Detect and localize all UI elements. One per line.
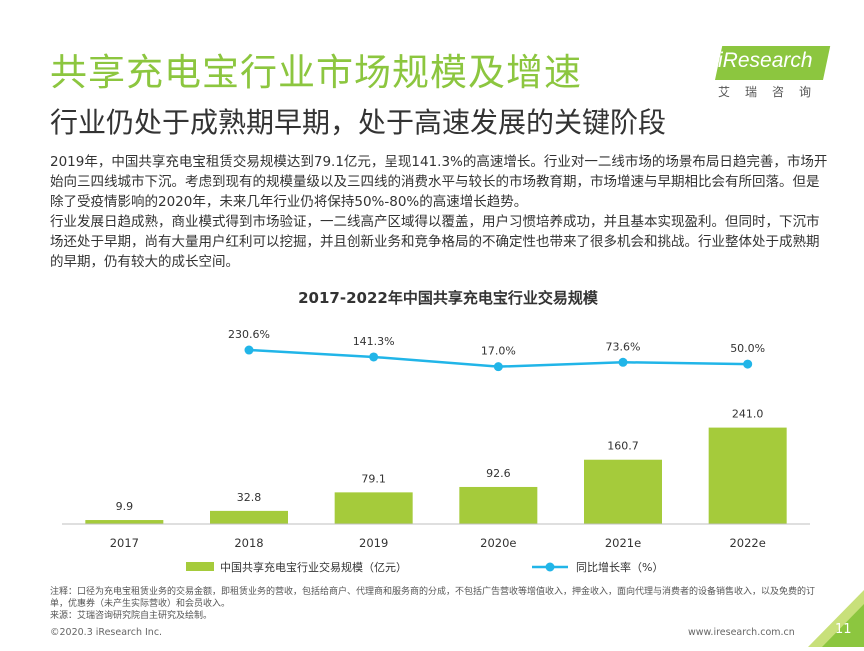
- logo-chinese-name: 艾瑞咨询: [718, 85, 827, 99]
- growth-point-2018: [244, 345, 254, 355]
- bar-label-2020e: 92.6: [486, 467, 511, 480]
- logo-wordmark: iResearch: [718, 49, 813, 72]
- bar-label-2021e: 160.7: [607, 440, 639, 453]
- bar-2021e: [584, 459, 662, 524]
- x-tick-label-2017: 2017: [110, 536, 139, 550]
- x-tick-label-2020e: 2020e: [480, 536, 516, 550]
- footer-url: www.iresearch.com.cn: [688, 627, 795, 638]
- x-tick-label-2021e: 2021e: [605, 536, 641, 550]
- growth-point-2021e: [618, 357, 628, 367]
- legend-line-marker: [545, 562, 555, 572]
- summary-text: 2019年，中国共享充电宝租赁交易规模达到79.1亿元，呈现141.3%的高速增…: [50, 152, 830, 272]
- growth-label-2022e: 50.0%: [730, 342, 765, 355]
- bar-2018: [210, 510, 288, 524]
- legend-bar-label: 中国共享充电宝行业交易规模（亿元）: [220, 560, 407, 574]
- growth-label-2021e: 73.6%: [606, 340, 641, 353]
- growth-point-2020e: [493, 362, 503, 372]
- bar-label-2018: 32.8: [237, 491, 262, 504]
- bar-label-2017: 9.9: [116, 500, 134, 513]
- bar-2019: [334, 492, 413, 524]
- note-source: 来源：艾瑞咨询研究院自主研究及绘制。: [50, 611, 213, 621]
- bar-2022e: [708, 427, 787, 524]
- iresearch-logo: iResearch 艾瑞咨询: [715, 46, 831, 102]
- growth-point-2022e: [743, 359, 753, 369]
- growth-label-2019: 141.3%: [353, 335, 395, 348]
- summary-paragraph-2: 行业发展日趋成熟，商业模式得到市场验证，一二线高产区域得以覆盖，用户习惯培养成功…: [50, 214, 820, 270]
- bar-2017: [85, 520, 164, 524]
- page-title: 共享充电宝行业市场规模及增速: [50, 51, 582, 94]
- x-tick-label-2018: 2018: [234, 536, 263, 550]
- note-definition: 注释：口径为充电宝租赁业务的交易金额，即租赁业务的营收，包括给商户、代理商和服务…: [50, 587, 816, 609]
- bar-label-2019: 79.1: [361, 472, 386, 485]
- growth-label-2020e: 17.0%: [481, 345, 516, 358]
- x-tick-label-2022e: 2022e: [729, 536, 765, 550]
- footer-copyright: ©2020.3 iResearch Inc.: [50, 627, 163, 638]
- chart-title: 2017-2022年中国共享充电宝行业交易规模: [298, 289, 599, 307]
- summary-paragraph-1: 2019年，中国共享充电宝租赁交易规模达到79.1亿元，呈现141.3%的高速增…: [50, 154, 828, 210]
- bar-2020e: [459, 486, 538, 524]
- x-tick-label-2019: 2019: [359, 536, 388, 550]
- bar-label-2022e: 241.0: [732, 408, 764, 421]
- growth-label-2018: 230.6%: [228, 328, 270, 341]
- legend-bar-swatch: [186, 562, 214, 571]
- growth-point-2019: [369, 352, 379, 362]
- page-number: 11: [835, 622, 852, 637]
- legend-line-label: 同比增长率（%）: [576, 560, 663, 574]
- chart-notes: 注释：口径为充电宝租赁业务的交易金额，即租赁业务的营收，包括给商户、代理商和服务…: [50, 586, 820, 622]
- page-subtitle: 行业仍处于成熟期早期，处于高速发展的关键阶段: [50, 106, 667, 139]
